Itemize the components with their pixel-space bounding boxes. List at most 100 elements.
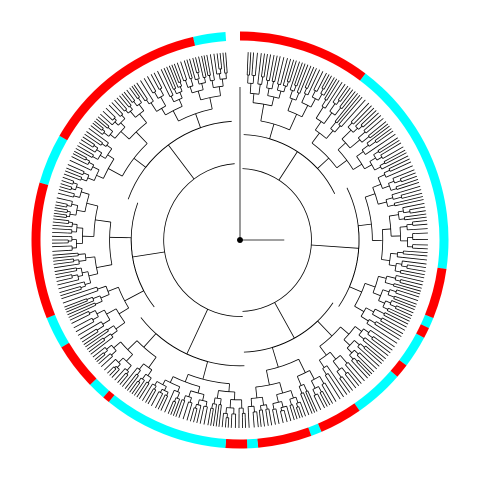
tip-branch [96,355,104,362]
internal-branch [119,111,124,115]
internal-branch [215,404,217,410]
node-arc [388,253,391,265]
node-arc [93,169,100,181]
internal-branch [387,294,395,298]
node-arc [290,89,295,92]
tip-branch [150,74,158,86]
internal-branch [400,193,408,196]
internal-branch [181,76,185,82]
ring-segment-B [399,333,425,366]
internal-branch [120,131,130,140]
tip-branch [176,62,183,77]
tip-branch [213,53,217,70]
internal-branch [355,122,360,127]
internal-branch [137,93,140,98]
node-arc [287,80,290,83]
tip-branch [81,333,96,343]
internal-branch [100,154,106,159]
internal-branch [321,99,327,107]
node-arc [336,367,343,372]
tip-branch [57,280,74,286]
internal-branch [341,129,352,140]
internal-branch [137,382,141,386]
internal-branch [83,155,87,159]
internal-branch [257,76,260,84]
tip-branch [398,300,416,308]
tip-branch [133,84,143,97]
tip-branch [309,394,318,412]
tip-branch [186,406,192,421]
internal-branch [400,226,408,228]
internal-branch [176,392,180,399]
tip-branch [413,228,428,230]
tip-branch [287,409,292,422]
internal-branch [96,149,102,154]
node-arc [387,289,391,295]
node-arc [280,409,285,412]
internal-branch [190,402,193,407]
tip-branch [102,110,112,119]
internal-branch [71,203,78,206]
internal-branch [381,166,387,170]
node-arc [347,126,354,133]
internal-branch [127,340,138,350]
node-arc [296,401,301,404]
internal-branch [209,75,211,81]
tip-branch [172,402,179,416]
internal-branch [173,84,177,89]
tip-branch [341,94,361,118]
node-arc [332,355,341,362]
internal-branch [373,151,379,156]
internal-branch [220,404,222,410]
tip-branch [386,146,404,157]
internal-branch [383,157,391,162]
tip-branch [340,85,349,98]
internal-branch [150,383,153,388]
tip-branch [59,287,75,294]
tip-branch [95,118,105,126]
internal-branch [135,380,139,384]
node-arc [115,359,121,365]
internal-branch [403,253,411,255]
internal-branch [120,122,126,128]
group-color-ring [31,31,449,449]
tip-branch [168,65,177,84]
tip-branch [55,201,65,205]
node-arc [176,90,183,95]
tip-branch [354,102,370,119]
internal-branch [204,72,207,78]
tip-branch [408,216,427,220]
tip-branch [392,309,411,319]
tip-branch [276,412,280,424]
internal-branch [266,80,269,88]
internal-branch [179,78,182,82]
internal-branch [195,404,197,409]
internal-branch [102,319,111,325]
internal-branch [383,169,390,174]
internal-branch [310,98,316,108]
internal-branch [83,162,89,165]
internal-branch [280,79,283,85]
internal-branch [307,89,311,96]
tip-branch [53,261,70,265]
tip-branch [326,77,335,91]
tip-branch [52,255,73,259]
internal-branch [373,336,378,340]
tip-branch [375,333,395,348]
node-arc [196,403,202,406]
tip-branch [354,363,368,379]
internal-branch [103,350,108,354]
tip-branch [107,367,113,374]
tip-branch [222,52,225,69]
node-arc [360,307,367,317]
internal-branch [213,397,216,404]
internal-branch [159,83,163,89]
tip-branch [62,292,92,304]
internal-branch [67,274,72,276]
node-arc [218,390,235,393]
internal-branch [358,334,365,340]
internal-branch [296,376,302,386]
tip-branch [369,118,384,131]
internal-branch [202,73,204,78]
node-arc [69,211,71,217]
